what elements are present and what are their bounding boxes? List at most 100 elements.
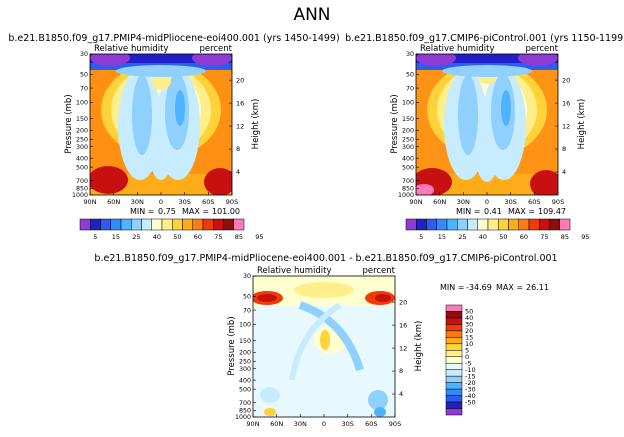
colorbar-swatch xyxy=(508,218,519,231)
x-tick-label: 60N xyxy=(433,198,446,206)
x-tick-label: 0 xyxy=(322,420,326,428)
panel-b-max-value: 109.47 xyxy=(538,207,566,216)
y-tick-label: 500 xyxy=(402,164,414,171)
y-tick-label: 200 xyxy=(239,349,251,356)
panel-a: b.e21.B1850.f09_g17.PMIP4-midPliocene-eo… xyxy=(8,33,339,241)
y-tick-label: 70 xyxy=(80,85,88,92)
y-tick-label: 300 xyxy=(402,144,414,151)
colorbar-label: 50 xyxy=(173,233,181,241)
y-tick-label: 70 xyxy=(406,85,414,92)
x-tick-label: 60N xyxy=(270,420,283,428)
y-tick-label: 250 xyxy=(402,136,414,143)
colorbar-label: 95 xyxy=(581,233,589,241)
x-tick-label: 90S xyxy=(552,198,564,206)
y2-tick-label: 20 xyxy=(236,76,244,84)
y2-tick-label: 20 xyxy=(399,298,407,306)
panel-a-min-label: MIN = xyxy=(130,207,155,216)
panel-a-max-label: MAX = xyxy=(182,207,209,216)
panel-b-y2label: Height (km) xyxy=(577,99,587,150)
colorbar-swatch xyxy=(446,218,458,231)
panel-a-title: b.e21.B1850.f09_g17.PMIP4-midPliocene-eo… xyxy=(8,33,339,44)
y-tick-label: 30 xyxy=(243,273,251,280)
colorbar-swatch xyxy=(549,218,560,231)
colorbar-label: 30 xyxy=(465,321,473,329)
y-tick-label: 400 xyxy=(239,377,251,384)
colorbar-swatch xyxy=(202,218,214,231)
x-tick-label: 30N xyxy=(131,198,144,206)
panel-a-axes: 90N 60N 30N 0 30S 60S 90S100085070050040030025… xyxy=(72,51,244,206)
x-tick-label: 90N xyxy=(246,420,259,428)
colorbar-swatch xyxy=(457,218,468,231)
colorbar-swatch xyxy=(110,218,122,231)
panel-b-ylabel: Pressure (mb) xyxy=(390,94,400,153)
colorbar-swatch xyxy=(436,218,448,231)
colorbar-swatch xyxy=(445,395,463,403)
colorbar-swatch xyxy=(539,218,550,231)
y-tick-label: 850 xyxy=(402,186,414,193)
colorbar-swatch xyxy=(498,218,509,231)
x-tick-label: 90N xyxy=(83,198,96,206)
panel-b-field xyxy=(416,54,558,195)
y2-tick-label: 16 xyxy=(562,99,570,107)
y-tick-label: 30 xyxy=(80,51,88,58)
x-tick-label: 30S xyxy=(178,198,190,206)
colorbar-swatch xyxy=(445,369,463,377)
x-tick-label: 30S xyxy=(504,198,516,206)
panel-a-left-label: Relative humidity xyxy=(94,44,169,54)
panel-b: b.e21.B1850.f09_g17.CMIP6-piControl.001 … xyxy=(345,33,624,241)
y-tick-label: 100 xyxy=(402,100,414,107)
x-tick-label: 0 xyxy=(485,198,489,206)
colorbar-swatch xyxy=(445,362,463,370)
colorbar-label: 0 xyxy=(465,353,469,361)
y2-tick-label: 16 xyxy=(236,99,244,107)
page-title: ANN xyxy=(293,5,330,25)
colorbar-swatch xyxy=(223,218,234,231)
colorbar-swatch xyxy=(528,218,540,231)
colorbar-swatch xyxy=(192,218,204,231)
y-tick-label: 1000 xyxy=(235,414,251,421)
colorbar-label: 5 xyxy=(419,233,423,241)
x-tick-label: 0 xyxy=(159,198,163,206)
colorbar-swatch xyxy=(477,218,489,231)
colorbar-label: 5 xyxy=(93,233,97,241)
y-tick-label: 100 xyxy=(239,322,251,329)
y-tick-label: 700 xyxy=(402,178,414,185)
x-tick-label: 60N xyxy=(107,198,120,206)
y-tick-label: 250 xyxy=(76,136,88,143)
x-tick-label: 30S xyxy=(341,420,353,428)
colorbar-label: -10 xyxy=(465,366,476,374)
panel-b-right-label: percent xyxy=(525,44,558,54)
x-tick-label: 30N xyxy=(457,198,470,206)
colorbar-swatch xyxy=(445,304,463,312)
colorbar-label: 5 xyxy=(465,346,469,354)
y2-tick-label: 12 xyxy=(399,344,407,352)
y-tick-label: 200 xyxy=(402,127,414,134)
colorbar-swatch xyxy=(487,218,499,231)
y-tick-label: 700 xyxy=(76,178,88,185)
colorbar-label: -40 xyxy=(465,392,476,400)
colorbar-swatch xyxy=(131,218,142,231)
colorbar-label: 40 xyxy=(479,233,487,241)
y-tick-label: 150 xyxy=(76,116,88,123)
colorbar-label: 85 xyxy=(561,233,569,241)
panel-a-right-label: percent xyxy=(199,44,232,54)
colorbar-swatch xyxy=(233,218,245,231)
colorbar-label: 15 xyxy=(112,233,120,241)
y-tick-label: 850 xyxy=(239,408,251,415)
panel-c-min-label: MIN = xyxy=(440,283,465,292)
colorbar-label: 50 xyxy=(465,308,473,316)
y-tick-label: 500 xyxy=(239,386,251,393)
colorbar-swatch xyxy=(151,218,163,231)
colorbar-swatch xyxy=(445,382,463,390)
y-tick-label: 250 xyxy=(239,358,251,365)
y-tick-label: 500 xyxy=(76,164,88,171)
y-tick-label: 1000 xyxy=(72,192,88,199)
panel-c-y2label: Height (km) xyxy=(414,321,424,372)
colorbar-label: 40 xyxy=(465,314,473,322)
colorbar-swatch xyxy=(445,324,463,332)
colorbar-swatch xyxy=(79,218,91,231)
colorbar-swatch xyxy=(445,356,463,364)
panel-a-max-value: 101.00 xyxy=(212,207,240,216)
y-tick-label: 50 xyxy=(406,72,414,79)
